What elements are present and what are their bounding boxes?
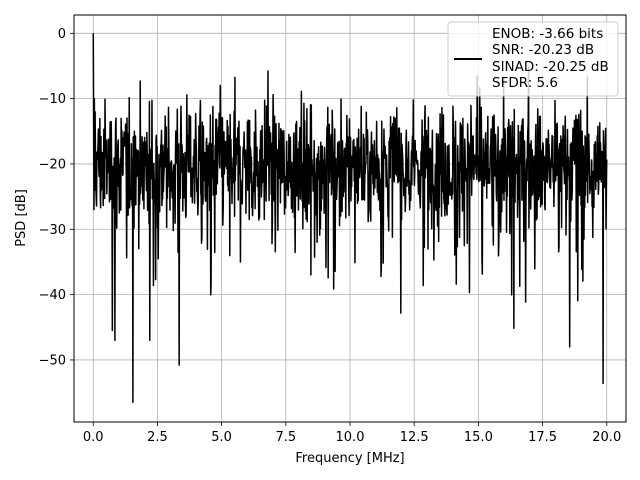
- legend-sinad: SINAD: -20.25 dB: [492, 59, 609, 75]
- x-tick-label: 2.5: [147, 430, 168, 445]
- x-tick-label: 0.0: [83, 430, 104, 445]
- y-tick-label: −30: [39, 223, 66, 238]
- legend-enob: ENOB: -3.66 bits: [492, 26, 603, 42]
- legend-sfdr: SFDR: 5.6: [492, 75, 558, 91]
- y-tick-label: −20: [39, 157, 66, 172]
- y-tick-label: −50: [39, 353, 66, 368]
- y-axis-label: PSD [dB]: [14, 189, 29, 247]
- y-tick-label: 0: [58, 27, 66, 42]
- y-axis: 0 −10 −20 −30 −40 −50: [39, 27, 74, 368]
- legend: ENOB: -3.66 bits SNR: -20.23 dB SINAD: -…: [447, 21, 619, 97]
- x-tick-label: 20.0: [592, 430, 621, 445]
- y-tick-label: −40: [39, 288, 66, 303]
- x-tick-label: 5.0: [211, 430, 232, 445]
- legend-snr: SNR: -20.23 dB: [492, 42, 594, 58]
- legend-box: [447, 21, 619, 97]
- psd-series-line: [92, 33, 608, 404]
- y-tick-label: −10: [39, 92, 66, 107]
- x-axis-label: Frequency [MHz]: [295, 451, 404, 466]
- plot-area: [92, 33, 608, 404]
- x-tick-label: 17.5: [528, 430, 557, 445]
- x-axis: 0.0 2.5 5.0 7.5 10.0 12.5 15.0 17.5 20.0: [83, 422, 621, 445]
- x-tick-label: 7.5: [275, 430, 296, 445]
- x-tick-label: 15.0: [464, 430, 493, 445]
- x-tick-label: 10.0: [336, 430, 365, 445]
- x-tick-label: 12.5: [400, 430, 429, 445]
